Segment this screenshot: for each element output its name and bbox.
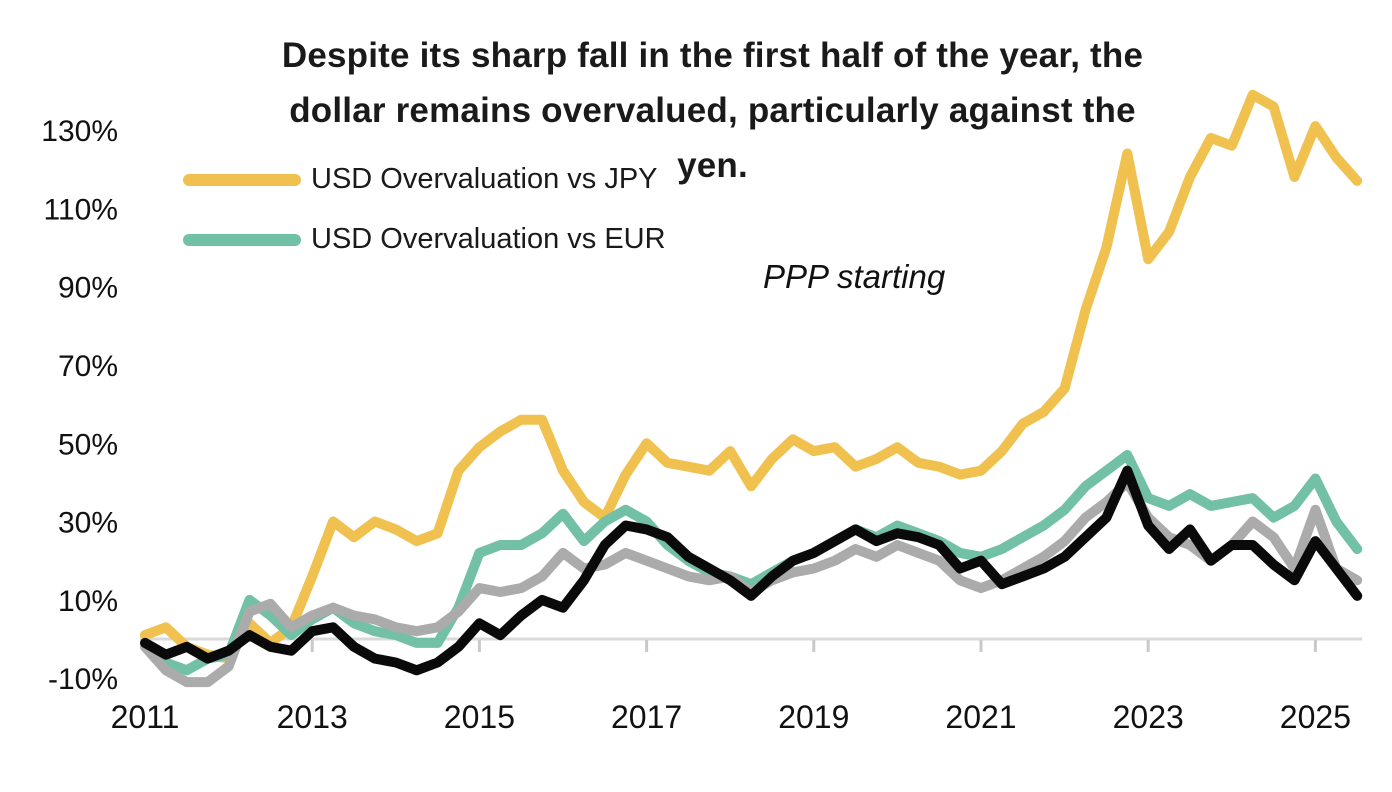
legend-label-usd-eur: USD Overvaluation vs EUR <box>311 223 666 255</box>
x-tick-label: 2025 <box>1280 699 1351 735</box>
legend-item-usd-eur: USD Overvaluation vs EUR <box>183 220 666 258</box>
x-tick-label: 2017 <box>611 699 682 735</box>
chart-title-line-2: dollar remains overvalued, particularly … <box>289 91 1136 130</box>
chart-title: Despite its sharp fall in the first half… <box>20 28 1392 193</box>
y-tick-label: 130% <box>41 115 118 148</box>
y-tick-label: 30% <box>58 507 118 540</box>
legend-swatch-usd-eur <box>183 234 301 246</box>
chart-legend: USD Overvaluation vs JPY USD Overvaluati… <box>183 160 666 280</box>
x-tick-label: 2011 <box>111 699 180 735</box>
legend-item-usd-jpy: USD Overvaluation vs JPY <box>183 160 666 198</box>
x-tick-label: 2019 <box>778 699 849 735</box>
x-tick-label: 2021 <box>945 699 1016 735</box>
y-tick-label: 10% <box>58 585 118 618</box>
x-tick-label: 2023 <box>1113 699 1184 735</box>
chart-title-line-3: yen. <box>677 146 748 185</box>
y-tick-label: 110% <box>43 193 118 226</box>
x-tick-label: 2015 <box>444 699 515 735</box>
series-line-usd-jpy <box>140 89 1363 664</box>
legend-swatch-usd-jpy <box>183 174 301 186</box>
chart-title-line-1: Despite its sharp fall in the first half… <box>281 36 1144 75</box>
x-tick-label: 2013 <box>277 699 348 735</box>
y-tick-label: -10% <box>48 663 118 696</box>
y-tick-label: 50% <box>58 428 118 461</box>
legend-label-usd-jpy: USD Overvaluation vs JPY <box>311 163 658 195</box>
y-tick-label: 70% <box>58 350 118 383</box>
y-tick-label: 90% <box>58 272 118 305</box>
series-line-unlabeled-black <box>140 465 1363 676</box>
ppp-starting-annotation: PPP starting <box>763 258 946 295</box>
